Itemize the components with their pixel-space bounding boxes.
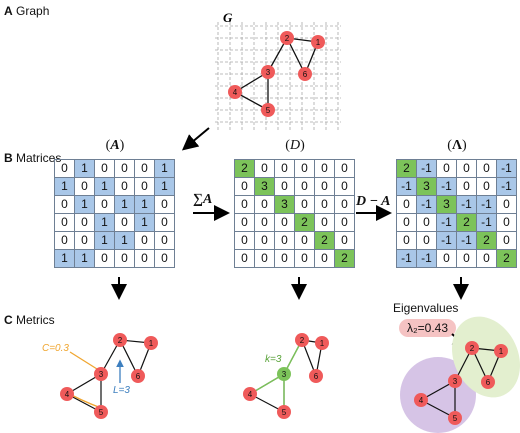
graph-node-label: 2 — [300, 336, 305, 345]
graph-node-label: 1 — [320, 339, 325, 348]
graph-node-label: 5 — [266, 106, 271, 115]
graph-node-label: 4 — [233, 88, 238, 97]
graph-node-label: 3 — [282, 370, 287, 379]
arrow-graph-to-matrix — [185, 128, 209, 148]
graph-node-label: 3 — [453, 377, 458, 386]
graph-node-label: 2 — [285, 34, 290, 43]
graph-node-label: 3 — [266, 68, 271, 77]
graph-node-label: 5 — [99, 408, 104, 417]
metrics-graph-1: 1 2 3 4 5 6 — [60, 333, 158, 419]
metrics-graph-2: 1 2 3 4 5 6 — [243, 333, 329, 419]
graph-node-label: 6 — [303, 70, 308, 79]
graph-node-label: 4 — [65, 390, 70, 399]
graph-node-label: 6 — [486, 378, 491, 387]
graph-node-label: 1 — [149, 339, 154, 348]
cluster-graph: 1 2 3 4 5 6 — [400, 305, 520, 433]
graph-node-label: 5 — [282, 408, 287, 417]
graph-node-label: 5 — [453, 414, 458, 423]
graph-node-label: 2 — [470, 344, 475, 353]
graph-node-label: 3 — [99, 370, 104, 379]
graph-node-label: 6 — [314, 372, 319, 381]
graph-title: G — [223, 10, 233, 25]
graph-node-label: 2 — [118, 336, 123, 345]
graph-node-label: 6 — [136, 372, 141, 381]
graph-node-label: 1 — [499, 347, 504, 356]
graph-node-label: 4 — [248, 390, 253, 399]
graph-node-label: 4 — [419, 396, 424, 405]
graph-node-label: 1 — [316, 38, 321, 47]
clustering-indicator — [70, 352, 97, 369]
